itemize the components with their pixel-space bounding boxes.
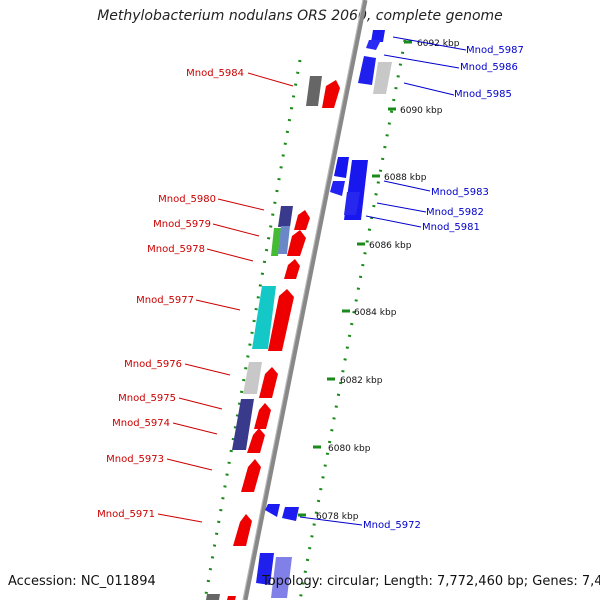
gene-mnod-5976 — [259, 367, 278, 398]
gene-label-forward[interactable]: Mnod_5978 — [147, 244, 205, 255]
genome-backbone — [242, 0, 368, 600]
scale-label: 6082 kbp — [340, 376, 383, 386]
gene-mnod-5976-gray — [243, 362, 262, 394]
genome-backbone-highlight — [242, 0, 364, 600]
gene-mnod-5980-navy — [278, 206, 293, 227]
gene-mnod-5987b — [366, 40, 381, 50]
gene-label-forward[interactable]: Mnod_5973 — [106, 454, 164, 465]
accession-text: Accession: NC_011894 — [8, 574, 156, 589]
inner-tick-track — [203, 59, 302, 600]
gene-mnod-5972b — [282, 507, 299, 521]
gene-label-reverse[interactable]: Mnod_5982 — [426, 207, 484, 218]
scale-label: 6088 kbp — [384, 173, 427, 183]
gene-mnod-5978 — [287, 230, 306, 256]
gene-label-reverse[interactable]: Mnod_5972 — [363, 520, 421, 531]
gene-mnod-5980 — [294, 210, 310, 230]
forward-leaders — [157, 72, 294, 523]
gene-mnod-5975-navy — [232, 399, 254, 450]
gene-mnod-5981 — [344, 192, 360, 215]
gene-mnod-5972a — [265, 504, 280, 517]
gene-mnod-5984-gray — [306, 76, 322, 106]
gene-label-reverse[interactable]: Mnod_5987 — [466, 45, 524, 56]
gene-label-reverse[interactable]: Mnod_5981 — [422, 222, 480, 233]
gene-label-reverse[interactable]: Mnod_5986 — [460, 62, 518, 73]
gene-mnod-5983a — [334, 157, 349, 178]
gene-mnod-5977-cyan — [252, 286, 276, 349]
gene-label-reverse[interactable]: Mnod_5985 — [454, 89, 512, 100]
gene-mnod-5986 — [358, 56, 376, 85]
gene-label-forward[interactable]: Mnod_5974 — [112, 418, 170, 429]
gene-lower-2 — [271, 557, 292, 598]
gene-mnod-5983b — [330, 181, 345, 196]
gene-label-forward[interactable]: Mnod_5975 — [118, 393, 176, 404]
gene-mnod-5974 — [247, 428, 265, 453]
gene-lower-1 — [256, 553, 274, 585]
scale-label: 6084 kbp — [354, 308, 397, 318]
scale-ticks — [298, 40, 412, 517]
reverse-genes — [256, 30, 392, 598]
gene-lower-gray — [206, 594, 220, 600]
gene-label-forward[interactable]: Mnod_5977 — [136, 295, 194, 306]
scale-label: 6080 kbp — [328, 444, 371, 454]
gene-mnod-5973 — [241, 459, 261, 492]
gene-mnod-5978b — [284, 259, 300, 279]
scale-label: 6092 kbp — [417, 39, 460, 49]
gene-mnod-5979-blue — [278, 226, 290, 254]
gene-label-forward[interactable]: Mnod_5979 — [153, 219, 211, 230]
gene-label-reverse[interactable]: Mnod_5983 — [431, 187, 489, 198]
gene-mnod-5977 — [268, 289, 294, 351]
genome-stats-text: Topology: circular; Length: 7,772,460 bp… — [262, 574, 600, 589]
scale-label: 6090 kbp — [400, 106, 443, 116]
gene-label-forward[interactable]: Mnod_5984 — [186, 68, 244, 79]
forward-genes — [206, 76, 340, 600]
gene-mnod-5979-green — [271, 228, 281, 256]
reverse-leaders — [299, 36, 467, 526]
gene-mnod-5984 — [322, 80, 340, 108]
gene-label-forward[interactable]: Mnod_5971 — [97, 509, 155, 520]
scale-label: 6086 kbp — [369, 241, 412, 251]
gene-label-forward[interactable]: Mnod_5980 — [158, 194, 216, 205]
gene-mnod-5971 — [233, 514, 252, 546]
gene-mnod-5985 — [373, 62, 392, 94]
map-title: Methylobacterium nodulans ORS 2060, comp… — [97, 8, 503, 24]
gene-label-forward[interactable]: Mnod_5976 — [124, 359, 182, 370]
gene-mnod-5987 — [371, 30, 385, 42]
gene-lower-red — [227, 596, 236, 600]
scale-label: 6078 kbp — [316, 512, 359, 522]
gene-mnod-5975 — [254, 403, 271, 429]
